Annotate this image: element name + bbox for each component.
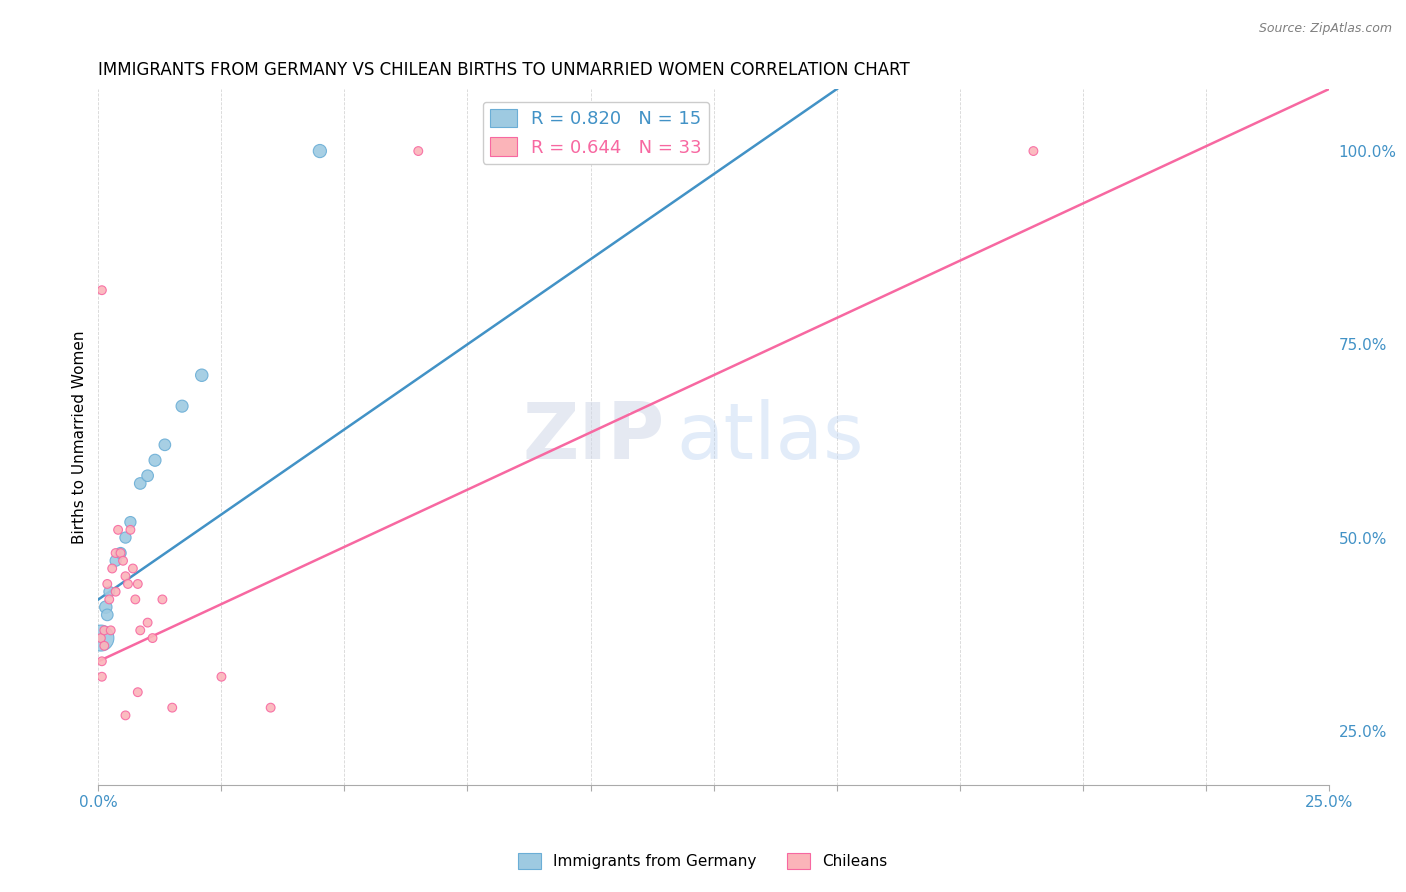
Point [93, 639, 115, 653]
Text: Source: ZipAtlas.com: Source: ZipAtlas.com [1258, 22, 1392, 36]
Point [162, 700, 183, 714]
Point [127, 577, 149, 591]
Point [110, 546, 132, 560]
Point [142, 631, 165, 645]
Text: IMMIGRANTS FROM GERMANY VS CHILEAN BIRTHS TO UNMARRIED WOMEN CORRELATION CHART: IMMIGRANTS FROM GERMANY VS CHILEAN BIRTH… [98, 62, 910, 79]
Point [124, 592, 146, 607]
Point [100, 624, 122, 638]
Point [114, 531, 136, 545]
Point [101, 561, 124, 575]
Point [127, 685, 149, 699]
Text: ZIP: ZIP [522, 399, 665, 475]
Point [408, 144, 430, 158]
Point [136, 468, 159, 483]
Point [191, 368, 214, 383]
Point [98, 584, 121, 599]
Point [104, 584, 127, 599]
Point [122, 561, 145, 575]
Point [120, 515, 142, 529]
Point [143, 453, 166, 467]
Point [93, 624, 115, 638]
Point [110, 546, 132, 560]
Text: atlas: atlas [676, 399, 865, 475]
Point [90, 654, 112, 668]
Point [129, 476, 152, 491]
Legend: R = 0.820   N = 15, R = 0.644   N = 33: R = 0.820 N = 15, R = 0.644 N = 33 [482, 102, 709, 164]
Point [96, 607, 118, 622]
Point [309, 144, 332, 158]
Point [96, 577, 118, 591]
Point [90, 631, 112, 645]
Point [90, 670, 112, 684]
Point [120, 523, 142, 537]
Point [98, 592, 121, 607]
Point [114, 708, 136, 723]
Point [153, 438, 176, 452]
Point [104, 546, 127, 560]
Point [129, 624, 152, 638]
Point [112, 554, 135, 568]
Point [107, 523, 129, 537]
Legend: Immigrants from Germany, Chileans: Immigrants from Germany, Chileans [512, 847, 894, 875]
Point [94, 600, 117, 615]
Point [211, 670, 233, 684]
Point [117, 577, 139, 591]
Y-axis label: Births to Unmarried Women: Births to Unmarried Women [72, 330, 87, 544]
Point [579, 144, 602, 158]
Point [172, 399, 194, 413]
Point [1022, 144, 1045, 158]
Point [104, 554, 127, 568]
Point [90, 631, 112, 645]
Point [136, 615, 159, 630]
Point [152, 592, 174, 607]
Point [90, 283, 112, 297]
Point [260, 700, 283, 714]
Point [114, 569, 136, 583]
